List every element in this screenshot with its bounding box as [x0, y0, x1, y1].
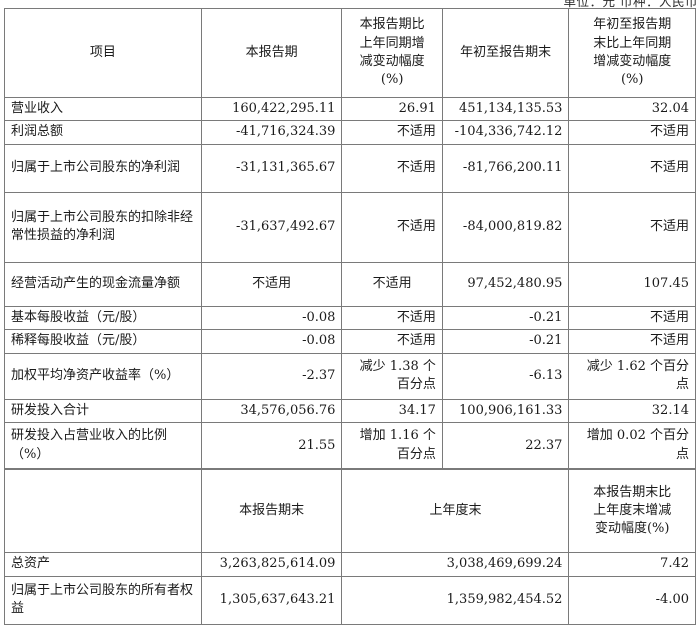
cell-last-year-end: 1,359,982,454.52	[341, 575, 570, 625]
table-row: 稀释每股收益（元/股） -0.08 不适用 -0.21 不适用	[4, 329, 696, 354]
header-current-period: 本报告期	[200, 8, 343, 98]
header-ytd-change-line-2: 末比上年同期	[593, 35, 672, 51]
cell-ytd-change: 不适用	[568, 120, 696, 145]
cell-ytd-change: 107.45	[568, 261, 696, 307]
balance-header-change: 本报告期末比 上年度末增减 变动幅度(%)	[568, 469, 696, 554]
balance-sheet-table: 本报告期末 上年度末 本报告期末比 上年度末增减 变动幅度(%) 总资产 3,2…	[4, 469, 696, 625]
financial-summary-sheet: 项目 本报告期 本报告期比 上年同期增 减变动幅度 (%) 年初至报告期末 年初…	[4, 8, 696, 625]
unit-currency-caption: 单位：元 币种：人民币	[563, 0, 698, 9]
balance-header-change-line-2: 上年度末增减	[593, 503, 672, 519]
cell-current-change: 不适用	[341, 305, 443, 331]
cell-ytd-change: 32.04	[568, 96, 696, 122]
cell-period-end: 3,263,825,614.09	[200, 552, 343, 577]
cell-current-period: 21.55	[200, 422, 343, 470]
balance-header-last-year-end: 上年度末	[341, 469, 570, 554]
table-row: 研发投入占营业收入的比例（%） 21.55 增加 1.16 个百分点 22.37…	[4, 422, 696, 470]
header-ytd-change: 年初至报告期 末比上年同期 增减变动幅度 (%)	[568, 8, 696, 98]
header-item: 项目	[4, 8, 202, 98]
cell-current-change: 不适用	[341, 143, 443, 193]
table-row: 归属于上市公司股东的扣除非经常性损益的净利润 -31,637,492.67 不适…	[4, 191, 696, 263]
cell-ytd-change: 32.14	[568, 398, 696, 424]
row-label: 归属于上市公司股东的净利润	[4, 143, 202, 193]
row-label: 经营活动产生的现金流量净额	[4, 261, 202, 307]
cell-current-change: 34.17	[341, 398, 443, 424]
cell-ytd: -0.21	[441, 305, 570, 331]
row-label: 研发投入占营业收入的比例（%）	[4, 422, 202, 470]
cell-ytd-change: 不适用	[568, 143, 696, 193]
cell-ytd: -6.13	[441, 352, 570, 400]
row-label: 基本每股收益（元/股）	[4, 305, 202, 331]
cell-current-change: 不适用	[341, 120, 443, 145]
row-label: 利润总额	[4, 120, 202, 145]
cell-current-period: -31,131,365.67	[200, 143, 343, 193]
cell-current-period: -31,637,492.67	[200, 191, 343, 263]
cell-ytd: -104,336,742.12	[441, 120, 570, 145]
row-label: 营业收入	[4, 96, 202, 122]
balance-header-change-line-1: 本报告期末比	[593, 484, 672, 500]
cell-current-change: 不适用	[341, 261, 443, 307]
main-financial-table: 项目 本报告期 本报告期比 上年同期增 减变动幅度 (%) 年初至报告期末 年初…	[4, 8, 696, 470]
table-row: 利润总额 -41,716,324.39 不适用 -104,336,742.12 …	[4, 120, 696, 145]
cell-current-period: 不适用	[200, 261, 343, 307]
cell-period-end: 1,305,637,643.21	[200, 575, 343, 625]
cell-current-period: -0.08	[200, 329, 343, 354]
cell-current-change: 不适用	[341, 329, 443, 354]
header-current-change-line-3: 减变动幅度	[359, 54, 425, 69]
table-row: 基本每股收益（元/股） -0.08 不适用 -0.21 不适用	[4, 305, 696, 331]
cell-ytd: 100,906,161.33	[441, 398, 570, 424]
cell-ytd: -81,766,200.11	[441, 143, 570, 193]
header-ytd-change-line-4: (%)	[620, 72, 644, 88]
cell-ytd-change: 减少 1.62 个百分点	[568, 352, 696, 400]
table-row: 经营活动产生的现金流量净额 不适用 不适用 97,452,480.95 107.…	[4, 261, 696, 307]
table-row: 归属于上市公司股东的净利润 -31,131,365.67 不适用 -81,766…	[4, 143, 696, 193]
table-row: 总资产 3,263,825,614.09 3,038,469,699.24 7.…	[4, 552, 696, 577]
table-row: 研发投入合计 34,576,056.76 34.17 100,906,161.3…	[4, 398, 696, 424]
cell-ytd: 97,452,480.95	[441, 261, 570, 307]
balance-header-change-line-3: 变动幅度(%)	[594, 521, 670, 537]
cell-ytd: -0.21	[441, 329, 570, 354]
cell-current-period: -41,716,324.39	[200, 120, 343, 145]
cell-current-period: -2.37	[200, 352, 343, 400]
balance-header-period-end: 本报告期末	[200, 469, 343, 554]
table-header-row: 项目 本报告期 本报告期比 上年同期增 减变动幅度 (%) 年初至报告期末 年初…	[4, 8, 696, 98]
cell-ytd-change: 不适用	[568, 305, 696, 331]
balance-header-item	[4, 469, 202, 554]
cell-current-period: 34,576,056.76	[200, 398, 343, 424]
cell-current-change: 增加 1.16 个百分点	[341, 422, 443, 470]
cell-last-year-end: 3,038,469,699.24	[341, 552, 570, 577]
header-current-change-line-4: (%)	[380, 72, 404, 88]
header-ytd-change-line-3: 增减变动幅度	[593, 54, 672, 69]
header-current-change-line-1: 本报告期比	[359, 17, 425, 33]
cell-ytd: 22.37	[441, 422, 570, 470]
balance-header-row: 本报告期末 上年度末 本报告期末比 上年度末增减 变动幅度(%)	[4, 469, 696, 554]
cell-current-change: 26.91	[341, 96, 443, 122]
cell-current-period: -0.08	[200, 305, 343, 331]
row-label: 研发投入合计	[4, 398, 202, 424]
row-label: 加权平均净资产收益率（%）	[4, 352, 202, 400]
cell-change: 7.42	[568, 552, 696, 577]
cell-ytd-change: 不适用	[568, 191, 696, 263]
row-label: 稀释每股收益（元/股）	[4, 329, 202, 354]
cell-current-period: 160,422,295.11	[200, 96, 343, 122]
cell-ytd-change: 不适用	[568, 329, 696, 354]
header-ytd-change-line-1: 年初至报告期	[593, 17, 672, 33]
row-label: 归属于上市公司股东的扣除非经常性损益的净利润	[4, 191, 202, 263]
table-row: 加权平均净资产收益率（%） -2.37 减少 1.38 个百分点 -6.13 减…	[4, 352, 696, 400]
table-row: 营业收入 160,422,295.11 26.91 451,134,135.53…	[4, 96, 696, 122]
row-label: 总资产	[4, 552, 202, 577]
cell-ytd: -84,000,819.82	[441, 191, 570, 263]
header-ytd: 年初至报告期末	[441, 8, 570, 98]
cell-current-change: 不适用	[341, 191, 443, 263]
cell-ytd-change: 增加 0.02 个百分点	[568, 422, 696, 470]
header-current-change: 本报告期比 上年同期增 减变动幅度 (%)	[341, 8, 443, 98]
cell-ytd: 451,134,135.53	[441, 96, 570, 122]
cell-current-change: 减少 1.38 个百分点	[341, 352, 443, 400]
header-current-change-line-2: 上年同期增	[359, 35, 425, 51]
row-label: 归属于上市公司股东的所有者权益	[4, 575, 202, 625]
cell-change: -4.00	[568, 575, 696, 625]
table-row: 归属于上市公司股东的所有者权益 1,305,637,643.21 1,359,9…	[4, 575, 696, 625]
